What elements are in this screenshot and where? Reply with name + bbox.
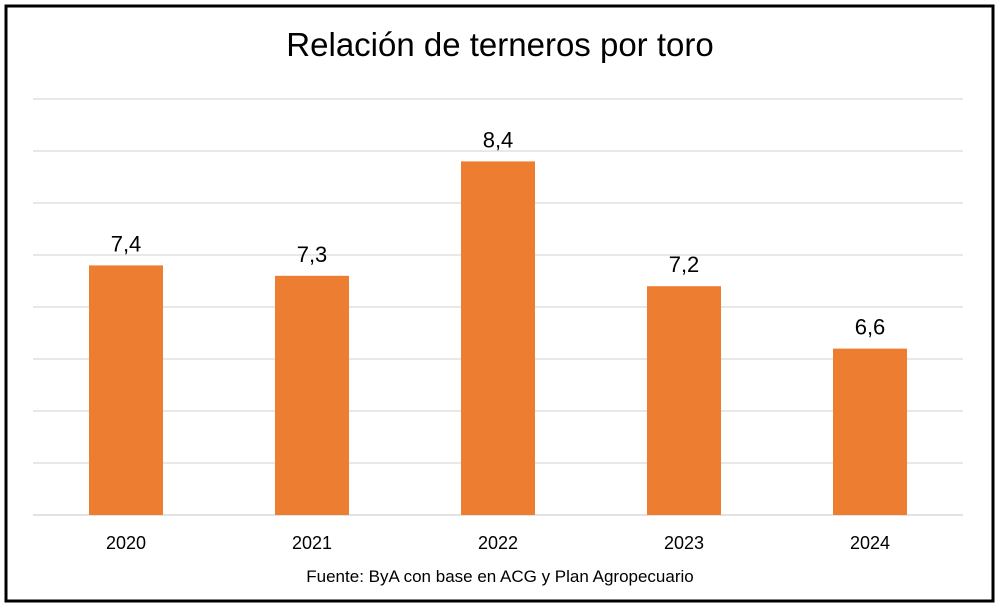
bar-2023 [647, 286, 721, 515]
x-tick-label-2020: 2020 [106, 533, 146, 553]
x-axis-ticks: 2020 2021 2022 2023 2024 [106, 533, 890, 553]
x-tick-label-2023: 2023 [664, 533, 704, 553]
bar-2022 [461, 161, 535, 515]
data-label-2023: 7,2 [669, 252, 700, 277]
data-labels: 7,4 7,3 8,4 7,2 6,6 [111, 127, 886, 339]
data-label-2021: 7,3 [297, 242, 328, 267]
bar-2021 [275, 275, 349, 515]
x-tick-label-2021: 2021 [292, 533, 332, 553]
data-label-2020: 7,4 [111, 231, 142, 256]
bars [89, 161, 907, 515]
source-note: Fuente: ByA con base en ACG y Plan Agrop… [306, 567, 694, 586]
bar-2020 [89, 265, 163, 515]
data-label-2024: 6,6 [855, 315, 886, 340]
x-tick-label-2024: 2024 [850, 533, 890, 553]
chart-title: Relación de terneros por toro [286, 26, 714, 63]
bar-2024 [833, 348, 907, 515]
x-tick-label-2022: 2022 [478, 533, 518, 553]
data-label-2022: 8,4 [483, 127, 514, 152]
